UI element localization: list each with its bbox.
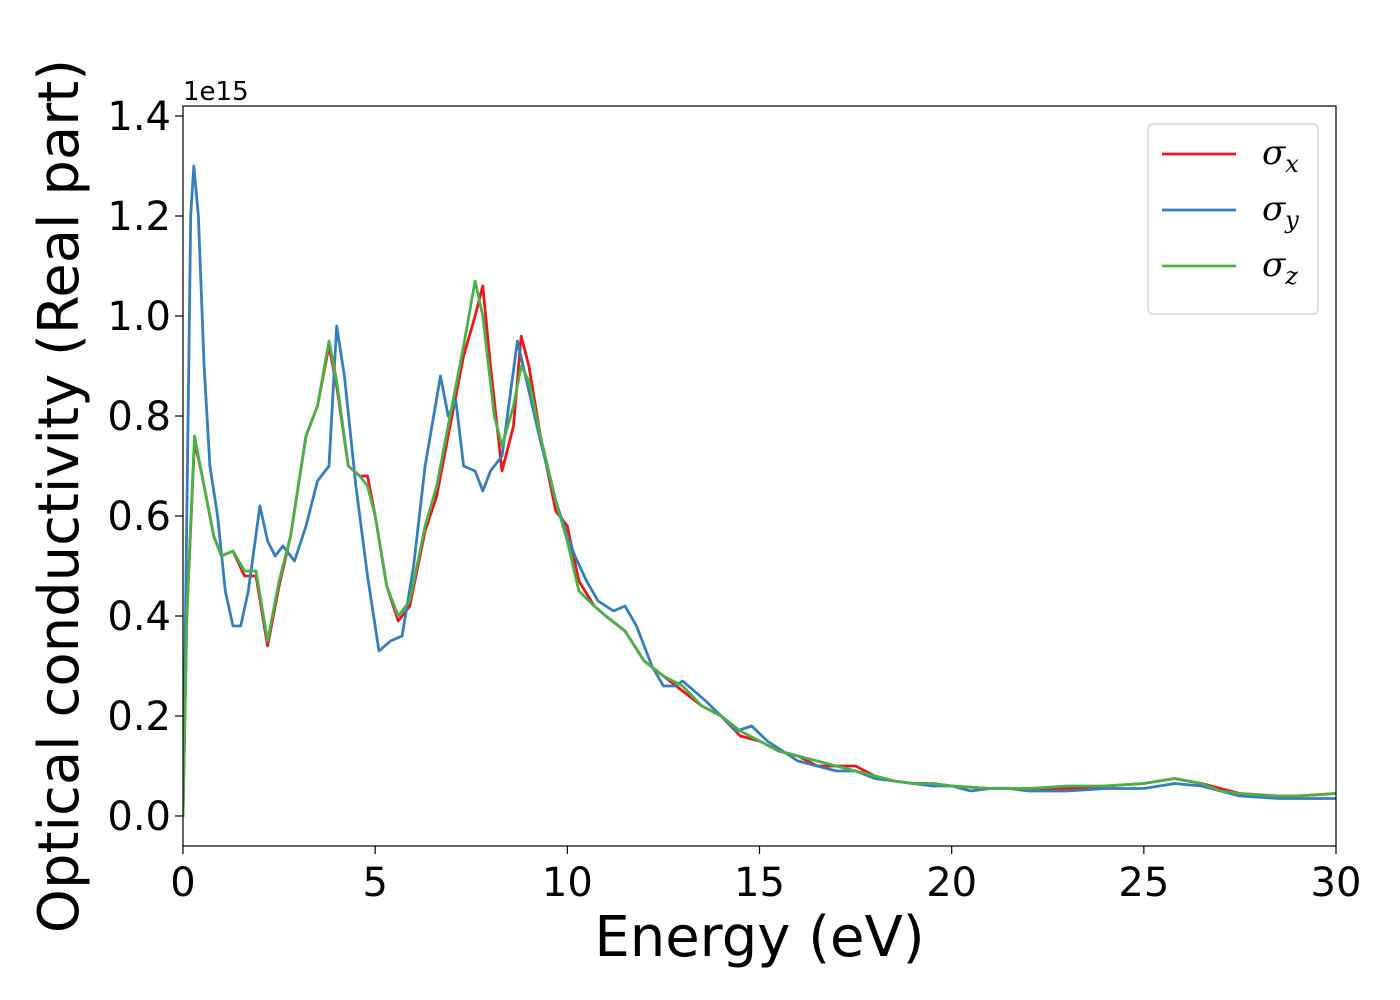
y-axis-label: Optical conductivity (Real part): [27, 59, 92, 933]
legend-label-x: σx: [1262, 133, 1299, 178]
y-axis-ticks: 0.0 0.2 0.4 0.6 0.8 1.0 1.2 1.4: [107, 94, 183, 840]
y-offset-label: 1e15: [183, 77, 249, 107]
legend-subscript: y: [1284, 206, 1299, 234]
x-tick-label: 10: [542, 860, 593, 906]
y-tick-label: 1.2: [107, 194, 171, 240]
legend-symbol: σ: [1262, 189, 1286, 229]
x-tick-label: 15: [734, 860, 785, 906]
y-tick-label: 1.4: [107, 94, 171, 140]
x-tick-label: 20: [926, 860, 977, 906]
legend-symbol: σ: [1262, 133, 1286, 173]
y-tick-label: 0.0: [107, 794, 171, 840]
x-tick-label: 25: [1118, 860, 1169, 906]
x-axis-ticks: 0 5 10 15 20 25 30: [170, 846, 1361, 906]
legend-label-z: σz: [1262, 245, 1298, 290]
series-line-z: [183, 279, 1336, 818]
x-tick-label: 5: [362, 860, 387, 906]
x-axis-label: Energy (eV): [594, 905, 924, 970]
legend-symbol: σ: [1262, 245, 1286, 285]
y-tick-label: 0.6: [107, 494, 171, 540]
y-tick-label: 0.8: [107, 394, 171, 440]
y-tick-label: 1.0: [107, 294, 171, 340]
legend-subscript: z: [1284, 262, 1298, 290]
x-tick-label: 0: [170, 860, 195, 906]
y-tick-label: 0.4: [107, 594, 171, 640]
series-layer: [183, 164, 1336, 818]
series-line-x: [183, 284, 1336, 818]
legend-label-y: σy: [1262, 189, 1299, 234]
y-tick-label: 0.2: [107, 694, 171, 740]
x-tick-label: 30: [1311, 860, 1362, 906]
legend-subscript: x: [1285, 150, 1299, 178]
